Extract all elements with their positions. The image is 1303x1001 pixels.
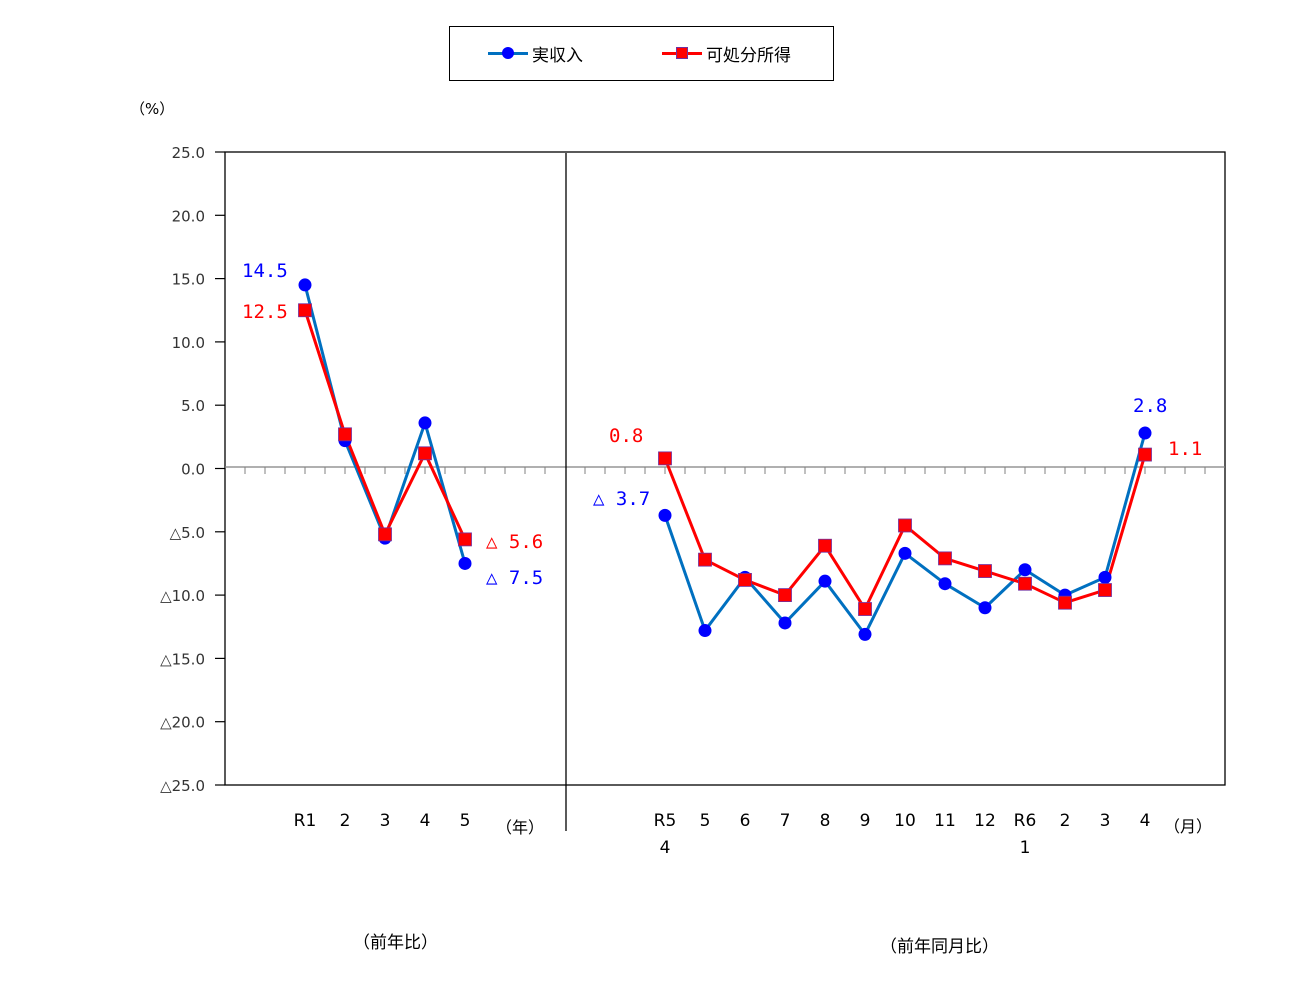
data-series <box>298 278 1152 641</box>
plot-frame <box>224 151 1226 786</box>
x-tick-label: 4 <box>420 811 431 831</box>
data-point-circle <box>698 624 712 638</box>
data-point-circle <box>1018 563 1032 577</box>
legend-label: 可処分所得 <box>706 46 791 66</box>
x-tick-label: 5 <box>700 811 711 831</box>
data-point-square <box>938 551 952 566</box>
x-tick-label: 4 <box>1140 811 1151 831</box>
series-line <box>303 284 467 564</box>
label-r1-real: 14.5 <box>242 260 288 282</box>
data-point-square <box>698 552 712 567</box>
data-point-square <box>418 446 432 461</box>
x-tick-label: 8 <box>820 811 831 831</box>
x-tick-label: 12 <box>974 811 996 831</box>
x-tick-label: 10 <box>894 811 916 831</box>
x-tick-label: 3 <box>380 811 391 831</box>
data-point-circle <box>298 278 312 292</box>
data-point-circle <box>458 556 472 570</box>
legend-label: 実収入 <box>532 46 583 66</box>
square-marker-icon <box>676 47 688 59</box>
y-tick-label: 15.0 <box>172 271 205 289</box>
data-point-square <box>1098 583 1112 597</box>
y-tick-label: 20.0 <box>172 207 205 225</box>
monthly-caption: （前年同月比） <box>880 937 999 957</box>
data-point-circle <box>418 416 432 430</box>
x-tick-label: R5 <box>654 811 677 831</box>
x-tick-label: 1 <box>1020 838 1031 858</box>
circle-marker-icon <box>502 47 514 59</box>
series-line <box>663 432 1147 636</box>
x-tick-label: 2 <box>1060 811 1071 831</box>
y-tick-label: 5.0 <box>181 397 205 415</box>
x-tick-label: 2 <box>340 811 351 831</box>
y-tick-label: △25.0 <box>160 777 205 795</box>
data-point-circle <box>1138 426 1152 440</box>
x-tick-label: 9 <box>860 811 871 831</box>
data-point-square <box>978 564 992 578</box>
legend-item-real-income: 実収入 <box>488 41 583 66</box>
label-r5-disp: △ 5.6 <box>486 531 543 553</box>
x-tick-label: 3 <box>1100 811 1111 831</box>
label-last-month-disp: 1.1 <box>1168 438 1202 460</box>
chart-legend: 実収入 可処分所得 <box>449 26 834 81</box>
x-tick-label: 7 <box>780 811 791 831</box>
y-tick-label: △5.0 <box>170 524 205 542</box>
y-axis-unit: （%） <box>130 100 174 118</box>
x-tick-label: 6 <box>740 811 751 831</box>
data-point-square <box>858 602 872 616</box>
label-r1-disp: 12.5 <box>242 301 288 323</box>
legend-line-blue <box>488 47 528 59</box>
data-point-square <box>1018 576 1032 591</box>
data-point-square <box>1138 447 1152 462</box>
x-tick-label: 5 <box>460 811 471 831</box>
data-point-square <box>658 451 672 466</box>
data-point-square <box>458 532 472 547</box>
y-tick-label: 0.0 <box>181 461 205 479</box>
data-point-square <box>298 303 312 318</box>
data-point-square <box>778 588 792 602</box>
y-tick-label: 10.0 <box>172 334 205 352</box>
data-point-square <box>818 538 832 553</box>
data-point-circle <box>938 577 952 591</box>
y-tick-label: △15.0 <box>160 650 205 668</box>
data-point-circle <box>658 508 672 522</box>
y-tick-label: △20.0 <box>160 714 205 732</box>
data-point-square <box>1058 595 1072 610</box>
label-r5-real: △ 7.5 <box>486 567 543 589</box>
label-first-month-real: △ 3.7 <box>593 488 650 510</box>
series-line <box>303 309 467 541</box>
data-point-circle <box>1098 570 1112 584</box>
x-tick-label: R6 <box>1014 811 1037 831</box>
annual-caption: （前年比） <box>353 933 438 953</box>
monthly-unit-label: （月） <box>1164 817 1212 836</box>
x-tick-label: R1 <box>294 811 317 831</box>
data-point-circle <box>818 574 832 588</box>
y-tick-label: △10.0 <box>160 587 205 605</box>
data-point-square <box>378 527 392 542</box>
label-first-month-disp: 0.8 <box>609 425 643 447</box>
y-axis: 25.0 20.0 15.0 10.0 5.0 0.0 △5.0 △10.0 △15.0 △20.… <box>160 144 225 795</box>
data-point-square <box>338 427 352 442</box>
x-tick-label: 4 <box>660 838 671 858</box>
data-point-circle <box>858 627 872 641</box>
data-point-circle <box>978 601 992 615</box>
x-tick-label: 11 <box>934 811 956 831</box>
legend-item-disposable-income: 可処分所得 <box>662 41 791 66</box>
legend-line-red <box>662 47 702 59</box>
zero-line-ticks <box>244 467 1206 474</box>
data-point-square <box>898 518 912 533</box>
data-point-circle <box>898 546 912 560</box>
annual-unit-label: （年） <box>496 818 544 837</box>
data-point-circle <box>778 616 792 630</box>
data-point-square <box>738 573 752 587</box>
y-tick-label: 25.0 <box>172 144 205 162</box>
label-last-month-real: 2.8 <box>1133 395 1167 417</box>
